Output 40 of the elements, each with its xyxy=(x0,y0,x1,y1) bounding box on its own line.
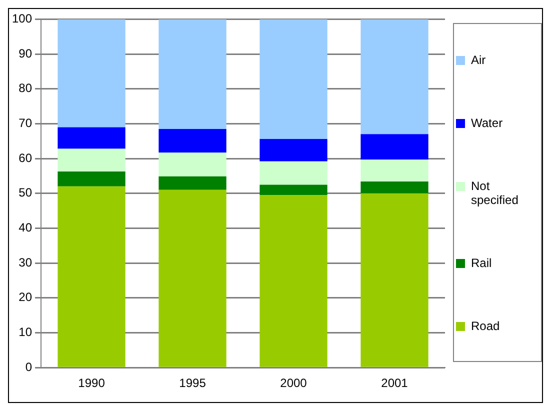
bar xyxy=(360,134,428,160)
bar xyxy=(158,190,226,367)
bar xyxy=(158,152,226,176)
bar xyxy=(158,176,226,190)
y-tick-label: 10 xyxy=(18,325,32,340)
y-tick-label: 50 xyxy=(18,186,32,200)
bar xyxy=(58,19,126,128)
bar xyxy=(360,160,428,182)
legend-label: Water xyxy=(471,116,504,130)
y-tick-label: 100 xyxy=(12,12,32,26)
bar xyxy=(158,128,226,153)
bar xyxy=(260,161,328,185)
bar xyxy=(58,127,126,149)
x-tick-label: 1990 xyxy=(78,376,106,390)
legend-label: Not specified xyxy=(471,178,520,206)
legend-label: Air xyxy=(471,52,487,66)
bar xyxy=(58,171,126,186)
legend-label: Rail xyxy=(471,256,493,270)
bar xyxy=(260,195,328,367)
x-tick-label: 1995 xyxy=(179,376,206,390)
x-tick-label: 2001 xyxy=(381,376,408,390)
bar xyxy=(360,182,428,194)
y-tick-label: 0 xyxy=(25,360,32,374)
y-tick-label: 60 xyxy=(18,150,32,165)
bar xyxy=(158,19,226,129)
bar xyxy=(58,186,126,367)
legend-label: Road xyxy=(471,318,501,332)
bar xyxy=(360,193,428,367)
bar xyxy=(260,139,328,162)
bar xyxy=(260,184,328,196)
y-tick-label: 70 xyxy=(18,116,32,130)
y-tick-label: 40 xyxy=(18,220,32,235)
y-tick-label: 80 xyxy=(18,81,32,96)
x-tick-label: 2000 xyxy=(280,376,308,390)
y-tick-label: 90 xyxy=(18,46,32,60)
bar xyxy=(360,19,428,134)
bar xyxy=(260,19,328,140)
bar xyxy=(58,148,126,172)
y-tick-label: 20 xyxy=(18,290,32,304)
y-tick-label: 30 xyxy=(18,255,32,270)
